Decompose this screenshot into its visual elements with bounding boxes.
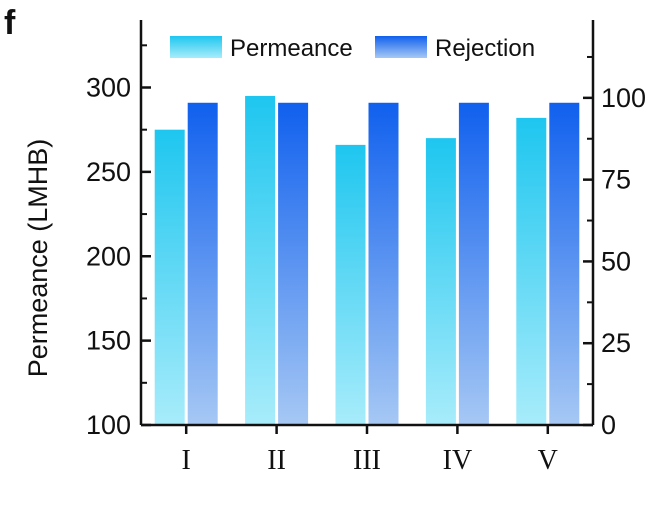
ticks bbox=[141, 44, 593, 434]
x-tick-label: II bbox=[267, 445, 286, 476]
bar-rejection-I bbox=[187, 102, 218, 426]
bar-permeance-II bbox=[245, 95, 276, 425]
x-tick-label: V bbox=[538, 445, 558, 476]
bar-permeance-V bbox=[516, 117, 547, 425]
y-tick-label: 100 bbox=[86, 410, 131, 440]
panel-label: f bbox=[4, 4, 16, 42]
bars bbox=[154, 95, 580, 426]
bar-permeance-I bbox=[154, 129, 185, 425]
x-tick-label: III bbox=[353, 445, 381, 476]
bar-rejection-III bbox=[368, 102, 399, 426]
y-tick-label: 200 bbox=[86, 241, 131, 271]
legend-swatch bbox=[170, 36, 222, 58]
bar-rejection-IV bbox=[458, 102, 489, 426]
legend-label: Permeance bbox=[230, 35, 353, 62]
y-tick-label: 300 bbox=[86, 73, 131, 103]
legend-label: Rejection bbox=[435, 35, 535, 62]
legend: Permeance Rejection bbox=[170, 35, 535, 62]
y2-tick-label: 0 bbox=[601, 410, 616, 440]
bar-rejection-II bbox=[278, 102, 309, 426]
bar-permeance-III bbox=[335, 144, 366, 425]
legend-swatch bbox=[375, 36, 427, 58]
y2-tick-label: 25 bbox=[601, 328, 631, 358]
bar-permeance-IV bbox=[425, 138, 456, 425]
y2-tick-label: 100 bbox=[601, 83, 646, 113]
bar-rejection-V bbox=[549, 102, 580, 426]
y2-tick-label: 50 bbox=[601, 246, 631, 276]
x-tick-label: IV bbox=[443, 445, 473, 476]
y-tick-label: 250 bbox=[86, 157, 131, 187]
x-tick-label: I bbox=[182, 445, 191, 476]
y2-tick-label: 75 bbox=[601, 165, 631, 195]
y-tick-label: 150 bbox=[86, 326, 131, 356]
y-axis-title: Permeance (LMHB) bbox=[23, 139, 53, 378]
